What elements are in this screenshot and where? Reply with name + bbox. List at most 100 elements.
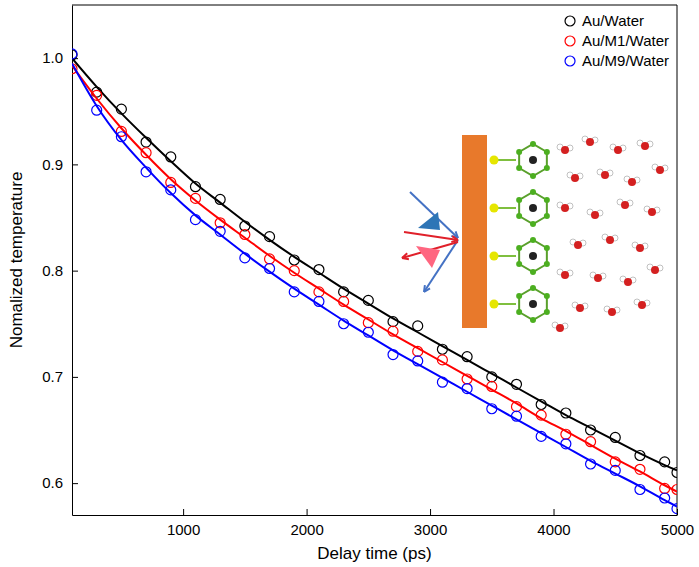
cage-atom (544, 149, 550, 155)
water-o (608, 308, 616, 316)
water-o (586, 138, 594, 146)
water-o (656, 166, 664, 174)
y-tick: 0.7 (42, 368, 78, 385)
cage (519, 144, 547, 176)
x-tick-mark (183, 509, 184, 515)
water-o (614, 146, 622, 154)
y-axis-line (72, 6, 73, 516)
y-axis-title: Nomalized temperature (7, 172, 26, 349)
water-o (641, 142, 649, 150)
cage-atom (530, 189, 536, 195)
legend-entry: Au/Water (565, 12, 644, 29)
cage-atom (530, 173, 536, 179)
y-tick-label: 0.7 (42, 368, 63, 385)
water-o (624, 278, 632, 286)
fit-line (72, 63, 677, 506)
water-o (594, 274, 602, 282)
x-tick: 5000 (661, 509, 694, 538)
water-o (606, 236, 614, 244)
probe-in (410, 192, 458, 238)
y-tick: 0.9 (42, 156, 78, 173)
pump-pulse (416, 246, 440, 268)
cage (519, 240, 547, 272)
legend-entry: Au/M9/Water (565, 52, 669, 69)
legend-label: Au/Water (582, 12, 644, 29)
frame-top (72, 5, 677, 6)
y-tick-label: 1.0 (42, 49, 63, 66)
x-tick: 2000 (290, 509, 323, 538)
cage-core (529, 204, 537, 212)
thiol (490, 156, 499, 165)
y-tick: 0.6 (42, 474, 78, 491)
water-o (561, 271, 569, 279)
cage (519, 288, 547, 320)
cage-atom (544, 309, 550, 315)
cage-atom (516, 149, 522, 155)
water-o (648, 208, 656, 216)
water-o (576, 304, 584, 312)
cage-atom (530, 221, 536, 227)
x-tick-mark (677, 509, 678, 515)
cage-atom (516, 293, 522, 299)
fit-line (72, 66, 677, 492)
x-tick-mark (554, 509, 555, 515)
cage-atom (516, 197, 522, 203)
plot-area (72, 49, 677, 514)
y-tick-label: 0.9 (42, 156, 63, 173)
legend-marker (565, 36, 575, 46)
probe-out-head (424, 285, 430, 292)
cage-atom (516, 213, 522, 219)
water-o (591, 211, 599, 219)
legend-marker (565, 16, 575, 26)
pump-in-head (451, 236, 458, 242)
water-o (574, 241, 582, 249)
cage-core (529, 300, 537, 308)
cage-atom (530, 285, 536, 291)
water-o (571, 174, 579, 182)
y-axis: 0.6 0.7 0.8 0.9 1.0 (42, 6, 78, 516)
cage-core (529, 252, 537, 260)
water-o (561, 204, 569, 212)
x-axis-title: Delay time (ps) (317, 544, 431, 563)
water-o (556, 324, 564, 332)
legend-label: Au/M1/Water (582, 32, 669, 49)
cage-atom (544, 293, 550, 299)
cage-atom (516, 165, 522, 171)
x-tick: 4000 (537, 509, 570, 538)
water-o (601, 171, 609, 179)
x-tick-label: 5000 (661, 521, 694, 538)
series (72, 50, 677, 478)
x-tick: 1000 (167, 509, 200, 538)
chart: 100020003000400050000.60.70.80.91.0Delay… (0, 0, 699, 567)
cage-atom (530, 317, 536, 323)
cage-atom (544, 197, 550, 203)
y-tick-mark (72, 164, 78, 165)
y-tick-mark (72, 483, 78, 484)
cage-atom (530, 237, 536, 243)
pump-in (404, 232, 458, 240)
thiol (490, 252, 499, 261)
cage-atom (516, 245, 522, 251)
y-tick-mark (72, 377, 78, 378)
cage-atom (516, 261, 522, 267)
legend: Au/Water Au/M1/Water Au/M9/Water (565, 12, 669, 69)
series (72, 64, 677, 495)
frame-right (677, 5, 678, 515)
thiol (490, 204, 499, 213)
cage-atom (516, 309, 522, 315)
fit-line (72, 58, 677, 470)
probe-pulse (418, 212, 440, 230)
series (72, 49, 677, 514)
thiol (490, 300, 499, 309)
cage-atom (544, 245, 550, 251)
x-tick-mark (430, 509, 431, 515)
cage-core (529, 156, 537, 164)
legend-label: Au/M9/Water (582, 52, 669, 69)
water-o (638, 301, 646, 309)
cage-atom (544, 213, 550, 219)
water-o (628, 178, 636, 186)
water-o (651, 266, 659, 274)
water-o (621, 201, 629, 209)
y-tick-label: 0.8 (42, 262, 63, 279)
y-tick-label: 0.6 (42, 474, 63, 491)
